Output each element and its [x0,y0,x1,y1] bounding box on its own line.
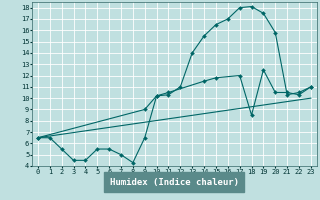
X-axis label: Humidex (Indice chaleur): Humidex (Indice chaleur) [110,178,239,187]
